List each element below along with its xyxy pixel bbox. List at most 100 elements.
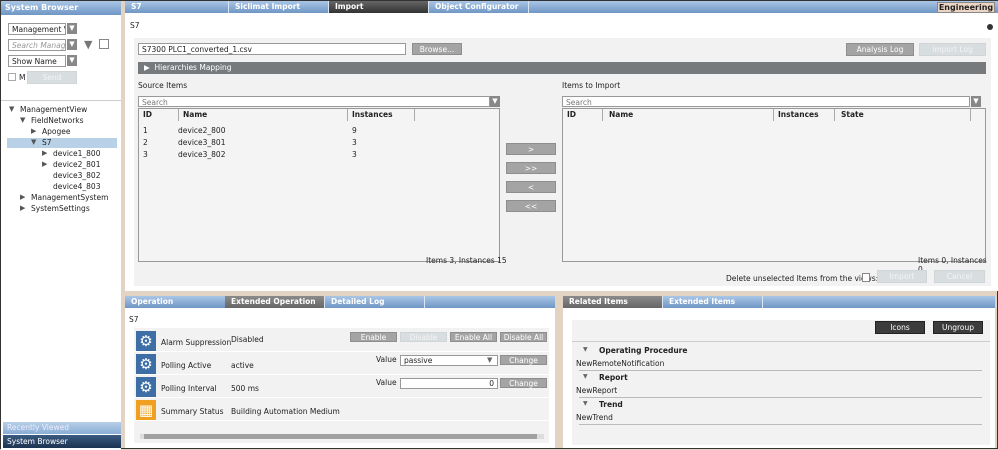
move-left-button[interactable]: <: [506, 181, 556, 193]
enable-button[interactable]: Enable: [350, 332, 397, 342]
tab-object-configurator[interactable]: Object Configurator: [429, 1, 529, 13]
expand-arrow-icon[interactable]: ▶: [31, 127, 37, 135]
engineering-mode-button[interactable]: Engineering: [937, 2, 995, 13]
collapse-arrow-icon[interactable]: ▼: [583, 373, 588, 380]
save-icon[interactable]: [99, 39, 109, 49]
tree-node-label[interactable]: ManagementView: [20, 105, 88, 114]
target-search-input[interactable]: Search: [562, 96, 970, 107]
horizontal-scrollbar[interactable]: [140, 434, 544, 439]
tree-node[interactable]: [7, 138, 117, 148]
tab-extended-items[interactable]: Extended Items: [663, 296, 763, 308]
source-filter-icon[interactable]: ▼: [490, 96, 500, 107]
source-search-input[interactable]: Search: [138, 96, 490, 107]
search-dropdown-icon[interactable]: ▼: [67, 39, 77, 50]
analysis-log-button[interactable]: Analysis Log: [846, 43, 914, 56]
change-polling-interval-button[interactable]: Change: [500, 378, 547, 388]
col-instances[interactable]: Instances: [347, 109, 415, 121]
collapse-arrow-icon[interactable]: ▼: [9, 105, 15, 113]
tree-node-label[interactable]: device3_802: [53, 171, 101, 180]
tree-node-label[interactable]: device2_801: [53, 160, 101, 169]
tab-related-items[interactable]: Related Items: [563, 296, 663, 308]
disable-all-button[interactable]: Disable All: [500, 332, 547, 342]
property-row: ⚙ Alarm Suppression Disabled: [134, 330, 549, 352]
import-button[interactable]: Import: [877, 270, 927, 283]
tab-operation[interactable]: Operation: [131, 297, 174, 306]
tree-node-label[interactable]: ManagementSystem: [31, 193, 109, 202]
tab-detailed-log[interactable]: Detailed Log: [325, 296, 425, 308]
system-browser-tab[interactable]: System Browser: [3, 435, 121, 448]
expand-arrow-icon[interactable]: ▶: [20, 193, 26, 201]
delete-unselected-checkbox[interactable]: [862, 273, 870, 282]
polling-interval-input[interactable]: 0: [400, 378, 498, 389]
col-id[interactable]: ID: [567, 110, 577, 119]
enable-all-button[interactable]: Enable All: [450, 332, 497, 342]
cell-name: device2_800: [178, 126, 226, 135]
property-value: active: [231, 361, 254, 370]
move-all-left-button[interactable]: <<: [506, 200, 556, 212]
icons-button[interactable]: Icons: [875, 321, 925, 334]
hierarchies-mapping-bar[interactable]: ▶ Hierarchies Mapping: [138, 62, 986, 74]
cell-instances: 9: [352, 126, 357, 135]
property-label: Alarm Suppression: [161, 338, 232, 347]
change-polling-active-button[interactable]: Change: [500, 355, 547, 365]
tree-node-label[interactable]: device4_803: [53, 182, 101, 191]
related-item-link[interactable]: NewRemoteNotification: [576, 359, 665, 368]
collapse-arrow-icon[interactable]: ▼: [20, 116, 26, 124]
table-row[interactable]: 2 device3_801 3: [139, 138, 499, 149]
col-id[interactable]: ID: [143, 110, 153, 119]
target-summary: Items 0, Instances 0: [918, 256, 987, 274]
related-item-link[interactable]: NewTrend: [576, 413, 613, 422]
col-name[interactable]: Name: [178, 109, 207, 121]
expand-arrow-icon[interactable]: ▶: [42, 160, 48, 168]
property-row: ⚙ Polling Interval 500 ms: [134, 376, 549, 398]
file-path-input[interactable]: S7300 PLC1_converted_1.csv: [138, 43, 406, 55]
expand-arrow-icon[interactable]: ▶: [42, 149, 48, 157]
expand-icon: ▶: [144, 63, 155, 72]
recently-viewed-tab[interactable]: Recently Viewed: [3, 422, 121, 434]
property-row: ⚙ Polling Active active: [134, 353, 549, 375]
cancel-button[interactable]: Cancel: [934, 270, 985, 283]
col-name[interactable]: Name: [602, 109, 633, 121]
expand-arrow-icon[interactable]: ▶: [20, 204, 26, 212]
search-input[interactable]: Search Management: [8, 39, 66, 51]
divider: [579, 397, 982, 398]
collapse-arrow-icon[interactable]: ▼: [583, 400, 588, 407]
related-item-link[interactable]: NewReport: [576, 386, 618, 395]
scrollbar-thumb[interactable]: [144, 434, 537, 439]
view-select[interactable]: Management Vie: [8, 23, 66, 35]
name-select[interactable]: Show Name: [8, 55, 66, 67]
group-title[interactable]: Operating Procedure: [599, 346, 688, 355]
group-title[interactable]: Report: [599, 373, 628, 382]
col-state[interactable]: State: [839, 109, 971, 121]
name-select-dropdown-icon[interactable]: ▼: [67, 55, 77, 66]
tree-node-label[interactable]: S7: [42, 138, 52, 147]
tree-node-label[interactable]: FieldNetworks: [31, 116, 84, 125]
move-right-button[interactable]: >: [506, 143, 556, 155]
filter-icon[interactable]: ▼: [84, 38, 93, 51]
browse-button[interactable]: Browse...: [412, 43, 462, 55]
group-title[interactable]: Trend: [599, 400, 623, 409]
tab-s7[interactable]: S7: [125, 1, 229, 13]
move-all-right-button[interactable]: >>: [506, 162, 556, 174]
tree-node-label[interactable]: SystemSettings: [31, 204, 90, 213]
chevron-down-icon[interactable]: ▼: [487, 356, 493, 364]
tree-node-label[interactable]: device1_800: [53, 149, 101, 158]
ungroup-button[interactable]: Ungroup: [933, 321, 983, 334]
tab-import[interactable]: Import: [329, 1, 429, 13]
send-button[interactable]: Send: [27, 71, 77, 84]
disable-button[interactable]: Disable: [400, 332, 447, 342]
col-instances[interactable]: Instances: [773, 109, 835, 121]
table-row[interactable]: 1 device2_800 9: [139, 126, 499, 137]
view-select-dropdown-icon[interactable]: ▼: [67, 23, 77, 34]
tree-node-label[interactable]: Apogee: [42, 127, 71, 136]
target-filter-icon[interactable]: ▼: [971, 96, 981, 107]
table-row[interactable]: 3 device3_802 3: [139, 150, 499, 161]
import-log-button[interactable]: Import Log: [919, 43, 986, 56]
tab-extended-operation[interactable]: Extended Operation: [225, 296, 325, 308]
tab-siclimat-import[interactable]: Siclimat Import: [229, 1, 329, 13]
collapse-arrow-icon[interactable]: ▼: [31, 138, 37, 146]
pin-icon[interactable]: [987, 24, 993, 30]
collapse-arrow-icon[interactable]: ▼: [583, 346, 588, 353]
polling-active-select[interactable]: passive: [400, 355, 498, 366]
m-checkbox[interactable]: [8, 73, 16, 81]
